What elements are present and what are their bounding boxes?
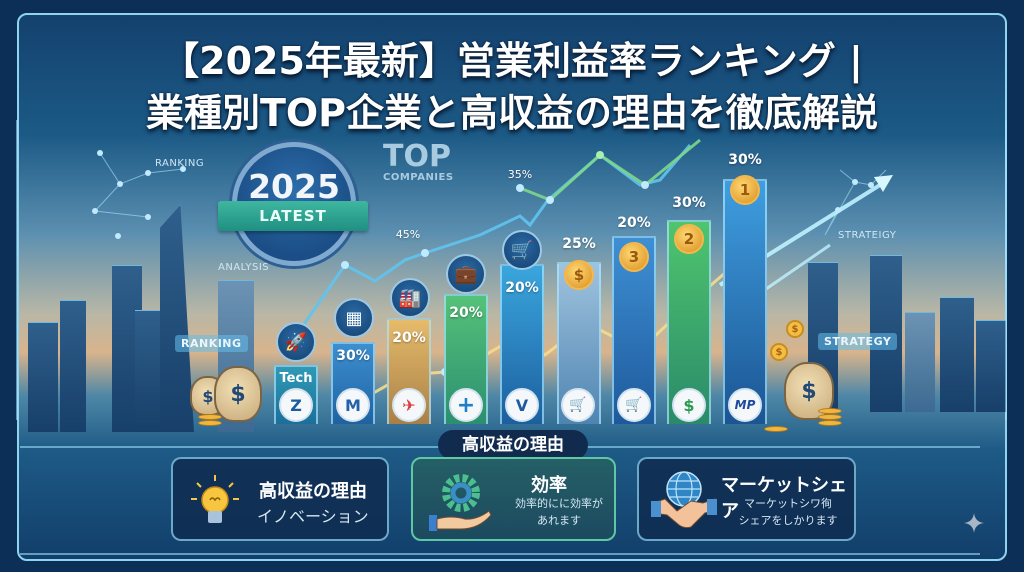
gear-hand-icon [429, 474, 492, 531]
solar-panel-icon: ▦ [334, 298, 374, 338]
ranking-tag: RANKING [175, 335, 248, 352]
company-logo: 🛒 [561, 388, 595, 422]
card-subtitle: マーケットシワ徇 シェアをしかります [723, 495, 853, 529]
card-title: 効率 [531, 475, 567, 496]
reason-card-innovation: 高収益の理由 イノベーション [171, 457, 389, 541]
dollar-medal-icon: $ [564, 260, 594, 290]
coin-stack-icon [818, 420, 842, 426]
card-title: マーケットシェア [721, 475, 847, 522]
card-subtitle-line1: 効率的にに効率が [515, 497, 603, 510]
companies-label: COMPANIES [383, 172, 454, 183]
card-subtitle-line1: マーケットシワ徇 [744, 497, 832, 510]
company-logo: + [449, 388, 483, 422]
divider [20, 553, 980, 555]
badge-year: 2025 [248, 167, 340, 206]
bar-pct: 20% [617, 215, 651, 231]
page-title-line1: 【2025年最新】営業利益率ランキング | [161, 39, 863, 83]
bar-pct: 30% [336, 348, 370, 364]
card-subtitle-line2: シェアをしかります [738, 514, 838, 527]
company-logo: ✈ [392, 388, 426, 422]
ranking-label: RANKING [155, 158, 205, 169]
top-companies: TOP COMPANIES [383, 139, 454, 184]
coin-icon: $ [786, 320, 804, 338]
medal-1-icon: 1 [730, 175, 760, 205]
company-logo: MP [728, 388, 762, 422]
globe-handshake-icon [651, 471, 717, 529]
company-logo: V [505, 388, 539, 422]
card-subtitle: 効率的にに効率が あれます [503, 495, 615, 529]
reasons-section-label: 高収益の理由 [438, 430, 588, 460]
company-logo: M [336, 388, 370, 422]
bar-9 [723, 179, 767, 424]
building [940, 297, 974, 412]
company-logo: 🛒 [617, 388, 651, 422]
line-label-35: 35% [507, 168, 533, 181]
building [976, 320, 1006, 412]
strategy-label: STRATEIGY [838, 230, 897, 241]
building [905, 312, 935, 412]
medal-3-icon: 3 [619, 242, 649, 272]
bar-pct: 20% [449, 305, 483, 321]
building [60, 300, 86, 432]
rocket-icon: 🚀 [276, 322, 316, 362]
shopping-cart-icon: 🛒 [502, 230, 542, 270]
bar-label: Tech [279, 371, 313, 386]
sparkle-icon [964, 513, 984, 533]
reason-card-efficiency: 効率 効率的にに効率が あれます [411, 457, 616, 541]
company-logo: Z [279, 388, 313, 422]
briefcase-dollar-icon: 💼 [446, 254, 486, 294]
card-title: 高収益の理由 [259, 481, 367, 502]
light-beam [16, 120, 18, 420]
bar-pct: 30% [728, 152, 762, 168]
factory-icon: 🏭 [390, 278, 430, 318]
bar-pct: 20% [505, 280, 539, 296]
building [28, 322, 58, 432]
money-bag-icon: $ [214, 366, 262, 422]
analysis-label: ANALYSIS [218, 262, 270, 273]
page-title-line2: 業種別TOP企業と高収益の理由を徹底解説 [145, 91, 879, 135]
bar-pct: 30% [672, 195, 706, 211]
bar-pct: 25% [562, 236, 596, 252]
line-label-45: 45% [395, 228, 421, 241]
reason-card-market-share: マーケットシェア マーケットシワ徇 シェアをしかります [637, 457, 856, 541]
company-logo: $ [672, 388, 706, 422]
card-subtitle-line2: あれます [537, 514, 581, 527]
top-label: TOP [383, 139, 451, 174]
coin-stack-icon [198, 420, 222, 426]
light-beam [1005, 120, 1007, 420]
coin-icon [764, 426, 788, 432]
badge-ribbon: LATEST [218, 201, 368, 231]
strategy-tag: STRATEGY [818, 333, 898, 350]
lightbulb-icon [191, 475, 239, 523]
medal-2-icon: 2 [674, 224, 704, 254]
coin-icon: $ [770, 343, 788, 361]
bar-pct: 20% [392, 330, 426, 346]
card-subtitle: イノベーション [257, 507, 369, 526]
